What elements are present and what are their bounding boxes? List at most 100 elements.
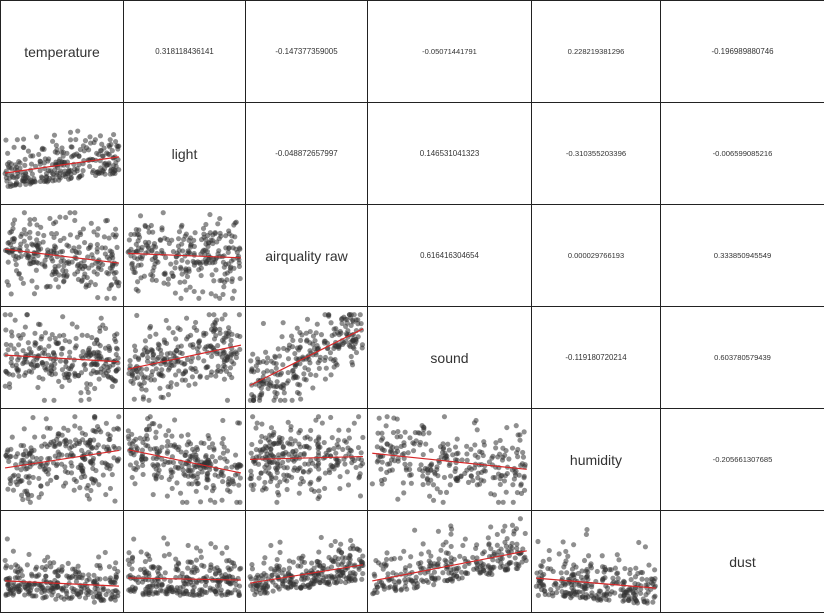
scatter-point [423,577,430,584]
scatter-point [102,576,108,582]
scatter-point [86,350,92,356]
scatter-point [534,570,540,576]
scatter-point [80,348,86,355]
scatter-point [37,168,43,174]
scatter-point [38,174,45,180]
scatter-point [326,467,332,473]
scatter-point [73,335,79,341]
scatter-point [495,499,502,505]
scatter-point [150,491,156,498]
scatter-point [152,261,158,267]
scatter-point [25,148,32,154]
scatter-point [68,144,74,150]
scatter-point [132,343,138,349]
scatter-point [132,347,139,354]
scatter-point [133,286,139,292]
scatter-point [78,263,84,270]
scatter-point [176,561,182,567]
scatter-point [190,341,196,348]
scatter-point [349,359,355,365]
scatter-point [203,365,209,371]
scatter-point [21,136,27,142]
scatter-point [596,588,602,594]
scatter-point [154,356,161,362]
scatter-point [478,477,484,483]
scatter-point [355,334,361,340]
scatter-point [46,156,52,162]
scatter-point [630,590,636,596]
scatter-point [357,471,363,477]
scatter-point [21,238,27,244]
scatter-point [333,450,339,456]
scatter-point [173,259,179,266]
scatter-point [266,464,272,471]
scatter-point [306,445,312,451]
scatter-point [66,169,73,175]
scatter-point [194,327,200,333]
scatter-point [285,369,291,376]
scatter-point [185,473,191,479]
scatter-point [135,245,142,251]
scatter-point [390,444,396,450]
scatter-point [126,237,132,243]
scatter-point [34,237,40,243]
scatter-point [67,129,74,135]
scatter-point [66,176,72,182]
scatter-point [64,573,70,579]
scatter-point [250,351,256,357]
scatter-point [51,132,58,138]
scatter-point [98,315,104,321]
scatter-point [45,554,51,560]
regression-line [4,449,120,469]
scatter-point [621,593,627,599]
scatter-point [219,573,225,579]
scatter-point [44,253,50,260]
scatter-point [135,238,141,244]
scatter-point [127,357,133,364]
scatter-point [178,295,184,301]
scatter-point [88,371,94,377]
scatter-point [22,592,28,598]
scatter-plot [2,210,122,301]
scatter-point [432,577,438,583]
scatter-point [196,338,203,344]
scatter-point [84,485,90,491]
scatter-point [86,345,92,351]
scatter-point [621,597,627,603]
scatter-point [18,275,24,282]
scatter-point [514,541,520,547]
scatter-point [184,499,190,505]
scatter-point [4,536,10,542]
scatter-point [94,349,101,355]
scatter-cell [245,306,368,409]
scatter-point [328,320,334,326]
scatter-point [599,553,605,559]
scatter-point [275,584,281,590]
scatter-point [36,572,42,578]
scatter-point [143,569,150,575]
scatter-point [231,563,238,569]
scatter-point [579,568,585,574]
scatter-point [290,559,296,565]
scatter-point [290,449,296,455]
scatter-point [3,452,9,458]
scatter-point [431,569,438,575]
scatter-point [186,463,192,470]
scatter-point [129,260,135,266]
scatter-point [169,433,175,439]
scatter-point [475,454,481,460]
scatter-point [3,327,9,333]
scatter-point [275,483,281,489]
scatter-point [280,320,286,326]
scatter-point [94,271,100,277]
scatter-point [128,246,134,252]
scatter-cell [0,408,124,511]
scatter-point [436,556,442,562]
scatter-point [47,560,53,566]
scatter-point [205,240,212,246]
scatter-point [133,226,139,233]
scatter-point [374,444,380,450]
scatter-point [192,381,198,387]
scatter-point [292,438,298,444]
scatter-point [170,469,176,475]
